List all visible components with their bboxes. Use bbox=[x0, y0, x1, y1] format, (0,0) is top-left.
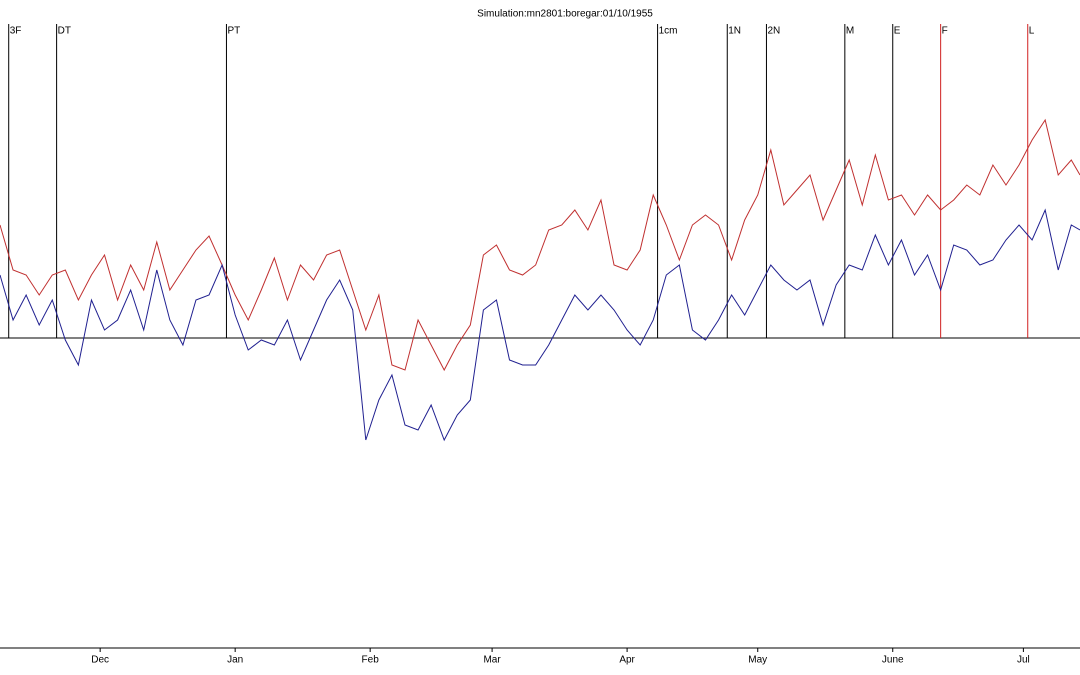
event-label: F bbox=[942, 26, 948, 37]
series-line bbox=[0, 208, 1080, 442]
x-tick-label: Dec bbox=[91, 655, 109, 666]
x-tick-label: May bbox=[748, 655, 767, 666]
event-label: L bbox=[1029, 26, 1035, 37]
chart-title: Simulation:mn2801:boregar:01/10/1955 bbox=[477, 9, 653, 20]
series-line bbox=[0, 118, 1080, 372]
x-tick-label: Mar bbox=[483, 655, 501, 666]
x-tick-label: Jan bbox=[227, 655, 243, 666]
x-tick-label: June bbox=[882, 655, 904, 666]
x-tick-label: Apr bbox=[619, 655, 635, 666]
event-label: M bbox=[846, 26, 854, 37]
event-label: 3F bbox=[10, 26, 22, 37]
event-label: PT bbox=[227, 26, 240, 37]
x-tick-label: Feb bbox=[362, 655, 380, 666]
event-label: E bbox=[894, 26, 901, 37]
event-label: 1N bbox=[728, 26, 741, 37]
x-tick-label: Jul bbox=[1017, 655, 1030, 666]
event-label: 1cm bbox=[659, 26, 678, 37]
event-label: DT bbox=[58, 26, 71, 37]
event-label: 2N bbox=[767, 26, 780, 37]
